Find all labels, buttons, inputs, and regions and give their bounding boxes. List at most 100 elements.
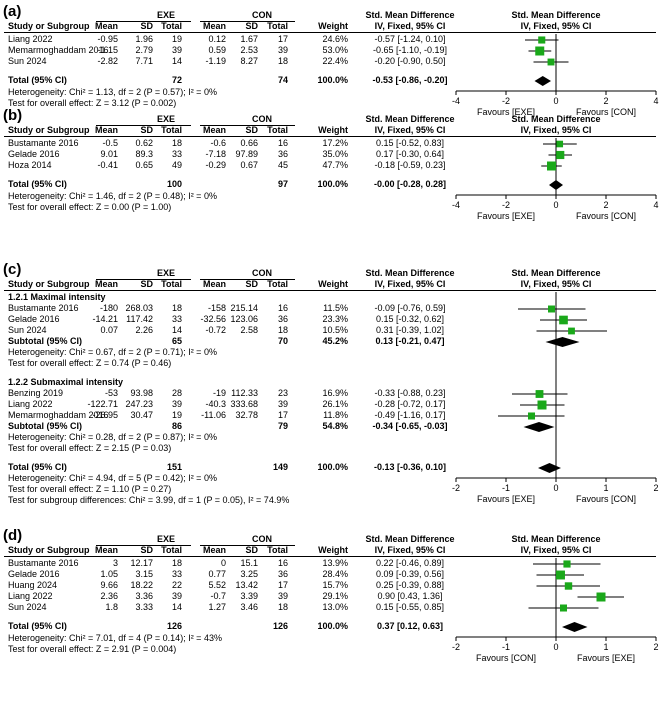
con-header-rule [200,545,295,546]
study-row-exe-total: 18 [171,303,182,313]
x-tick-label: -1 [502,483,510,493]
favours-left-label: Favours [EXE] [477,494,535,504]
study-row-name: Liang 2022 [8,34,53,44]
x-tick-label: 1 [603,483,608,493]
study-row-weight: 15.7% [322,580,348,590]
x-tick-label: -2 [452,642,460,652]
study-row-ci: -0.49 [-1.16, 0.17] [374,410,446,420]
study-row-exe-total: 18 [171,558,182,568]
study-row-con-total: 16 [277,303,288,313]
study-row-exe-sd: 1.96 [135,34,153,44]
exe-group-header: EXE [156,114,175,124]
smd-column-header: Std. Mean Difference [365,268,455,278]
study-row-exe-mean: 9.01 [100,149,118,159]
study-row-name: Sun 2024 [8,602,47,612]
study-row-con-mean: -1.19 [205,56,226,66]
con-header-rule [200,21,295,22]
study-row-weight: 29.1% [322,591,348,601]
study-row-exe-mean: -180 [99,303,118,313]
study-row-exe-total: 14 [171,602,182,612]
study-row-exe-total: 14 [171,325,182,335]
study-row-con-mean: -11.06 [201,410,226,420]
total-row-weight: 100.0% [317,462,348,472]
exe-mean-header: Mean [94,21,118,31]
pooled-diamond [534,76,551,86]
total-row-con-total: 149 [272,462,288,472]
study-row-name: Gelade 2016 [8,149,60,159]
plot-method-header: IV, Fixed, 95% CI [520,545,592,555]
study-row-con-sd: 3.46 [240,602,258,612]
x-tick-label: 0 [553,642,558,652]
subtotal-row-exe-total: 86 [171,421,182,431]
con-sd-header: SD [245,21,258,31]
exe-sd-header: SD [140,125,153,135]
x-tick-label: 1 [603,642,608,652]
smd-plot-header: Std. Mean Difference [511,114,601,124]
study-marker [559,604,568,612]
study-row-exe-mean: 3 [112,558,118,568]
study-row-weight: 11.8% [323,410,348,420]
favours-left-label: Favours [EXE] [477,211,535,221]
study-row-exe-total: 28 [171,388,182,398]
x-tick-label: -2 [502,200,510,210]
footnote: Test for overall effect: Z = 0.74 (P = 0… [8,358,172,368]
study-row-exe-mean: -0.95 [97,34,118,44]
x-tick-label: -2 [502,96,510,106]
study-row-name: Bustamante 2016 [8,138,79,148]
weight-header: Weight [318,545,348,555]
study-row-exe-mean: 9.66 [100,580,118,590]
study-row-con-sd: 215.14 [230,303,258,313]
study-row-ci: 0.15 [-0.55, 0.85] [375,602,445,612]
study-row-con-mean: 0.59 [208,45,226,55]
x-tick-label: -1 [502,642,510,652]
con-mean-header: Mean [202,545,226,555]
study-row-exe-total: 39 [171,45,182,55]
study-row-exe-mean: -53 [104,388,118,398]
study-row-con-mean: -0.72 [205,325,226,335]
method-header: IV, Fixed, 95% CI [374,279,446,289]
total-row-label: Total (95% CI) [8,179,67,189]
study-row-ci: 0.25 [-0.39, 0.88] [375,580,445,590]
study-row-con-total: 16 [277,558,288,568]
plot-method-header: IV, Fixed, 95% CI [520,279,592,289]
study-row-exe-total: 33 [171,569,182,579]
study-row-exe-sd: 0.62 [135,138,153,148]
study-row-con-mean: -158 [207,303,226,313]
study-row-exe-total: 19 [171,410,182,420]
study-row-con-mean: -19 [212,388,226,398]
exe-group-header: EXE [156,534,175,544]
study-row-con-sd: 8.27 [240,56,258,66]
subtotal-row-label: Subtotal (95% CI) [8,336,83,346]
favours-right-label: Favours [CON] [576,107,636,117]
study-row-weight: 13.0% [322,602,348,612]
study-row-con-total: 17 [277,410,288,420]
study-row-con-mean: -0.7 [210,591,226,601]
total-row-label: Total (95% CI) [8,75,67,85]
exe-total-header: Total [161,125,182,135]
footnote: Heterogeneity: Chi² = 7.01, df = 4 (P = … [8,633,222,643]
study-row-con-total: 39 [277,399,288,409]
study-marker [548,305,555,313]
study-row-ci: 0.09 [-0.39, 0.56] [375,569,445,579]
panel-label: (b) [3,107,23,124]
study-row-ci: -0.18 [-0.59, 0.23] [374,160,446,170]
plot-header-rule [456,290,656,291]
subtotal-row-ci: 0.13 [-0.21, 0.47] [375,336,445,346]
pooled-diamond [523,422,555,432]
subgroup-title: 1.2.2 Submaximal intensity [8,377,124,387]
study-marker [596,592,606,602]
study-row-weight: 13.9% [322,558,348,568]
favours-right-label: Favours [CON] [576,211,636,221]
study-row-exe-sd: 0.65 [135,160,153,170]
study-row-con-sd: 32.78 [235,410,258,420]
study-row-exe-mean: -14.21 [92,314,118,324]
study-row-con-total: 39 [277,591,288,601]
subtotal-row-ci: -0.34 [-0.65, -0.03] [372,421,448,431]
total-row-con-total: 74 [277,75,288,85]
study-row-con-sd: 13.42 [235,580,258,590]
study-row-exe-total: 39 [171,399,182,409]
method-header: IV, Fixed, 95% CI [374,545,446,555]
con-group-header: CON [252,268,272,278]
study-row-ci: -0.28 [-0.72, 0.17] [374,399,446,409]
study-row-weight: 26.1% [322,399,348,409]
